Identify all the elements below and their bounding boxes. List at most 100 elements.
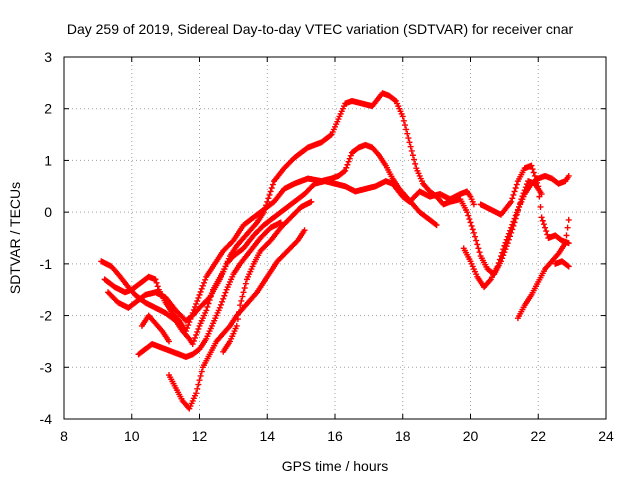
data-point bbox=[530, 169, 537, 176]
data-point bbox=[528, 162, 535, 169]
data-point bbox=[470, 229, 477, 236]
data-point bbox=[265, 195, 272, 202]
data-point bbox=[510, 218, 517, 225]
data-point bbox=[341, 168, 348, 175]
data-point bbox=[269, 181, 276, 188]
data-point bbox=[152, 276, 159, 283]
data-point bbox=[347, 152, 354, 159]
data-point bbox=[189, 341, 196, 348]
data-point bbox=[190, 337, 197, 344]
data-point bbox=[400, 117, 407, 124]
data-point bbox=[216, 304, 223, 311]
data-point bbox=[166, 338, 173, 345]
data-point bbox=[343, 164, 350, 171]
data-point bbox=[202, 276, 209, 283]
data-point bbox=[538, 214, 545, 221]
y-axis-label: SDTVAR / TECUs bbox=[7, 182, 23, 294]
y-tick-label: -4 bbox=[40, 411, 53, 427]
series-track-10 bbox=[514, 216, 572, 322]
data-point bbox=[494, 263, 501, 270]
x-tick-label: 8 bbox=[60, 428, 68, 444]
x-axis-label: GPS time / hours bbox=[282, 458, 389, 474]
y-tick-label: -2 bbox=[40, 308, 53, 324]
data-point bbox=[501, 242, 508, 249]
data-point bbox=[534, 179, 541, 186]
data-point bbox=[195, 381, 202, 388]
data-point bbox=[268, 185, 275, 192]
data-point bbox=[199, 282, 206, 289]
data-points bbox=[98, 90, 572, 412]
data-point bbox=[411, 156, 418, 163]
y-tick-label: 2 bbox=[44, 101, 52, 117]
data-point bbox=[531, 172, 538, 179]
data-point bbox=[507, 227, 514, 234]
data-point bbox=[327, 132, 334, 139]
data-point bbox=[476, 249, 483, 256]
data-point bbox=[473, 237, 480, 244]
data-point bbox=[182, 328, 189, 335]
data-point bbox=[511, 188, 518, 195]
data-point bbox=[464, 209, 471, 216]
x-tick-label: 20 bbox=[463, 428, 479, 444]
series-track-4 bbox=[135, 219, 284, 360]
data-point bbox=[236, 309, 243, 316]
data-point bbox=[241, 284, 248, 291]
data-point bbox=[513, 209, 520, 216]
y-tick-label: 0 bbox=[44, 204, 52, 220]
data-point bbox=[252, 220, 259, 227]
data-point bbox=[474, 241, 481, 248]
data-point bbox=[509, 221, 516, 228]
series-track-7 bbox=[138, 312, 173, 345]
data-point bbox=[542, 224, 549, 231]
data-point bbox=[374, 150, 381, 157]
data-point bbox=[345, 158, 352, 165]
series-track-11 bbox=[552, 258, 572, 270]
data-point bbox=[204, 303, 211, 310]
data-point bbox=[191, 303, 198, 310]
y-tick-label: 3 bbox=[44, 49, 52, 65]
data-point bbox=[565, 172, 572, 179]
data-point bbox=[433, 222, 440, 229]
data-point bbox=[195, 294, 202, 301]
data-point bbox=[195, 325, 202, 332]
data-point bbox=[407, 143, 414, 150]
x-tick-label: 12 bbox=[192, 428, 208, 444]
data-point bbox=[503, 236, 510, 243]
data-point bbox=[564, 262, 571, 269]
data-point bbox=[495, 259, 502, 266]
data-point bbox=[225, 324, 232, 331]
data-point bbox=[194, 328, 201, 335]
chart-title: Day 259 of 2019, Sidereal Day-to-day VTE… bbox=[67, 21, 574, 37]
data-point bbox=[408, 147, 415, 154]
data-point bbox=[513, 181, 520, 188]
data-point bbox=[196, 377, 203, 384]
data-point bbox=[233, 322, 240, 329]
data-point bbox=[539, 217, 546, 224]
data-point bbox=[191, 334, 198, 341]
data-point bbox=[544, 231, 551, 238]
x-tick-label: 10 bbox=[124, 428, 140, 444]
data-point bbox=[565, 216, 572, 223]
data-point bbox=[252, 290, 259, 297]
data-point bbox=[240, 289, 247, 296]
data-point bbox=[467, 219, 474, 226]
data-point bbox=[499, 249, 506, 256]
data-point bbox=[554, 251, 561, 258]
data-point bbox=[203, 307, 210, 314]
data-point bbox=[308, 198, 315, 205]
data-point bbox=[404, 130, 411, 137]
data-point bbox=[565, 263, 572, 270]
data-point bbox=[511, 215, 518, 222]
data-point bbox=[198, 285, 205, 292]
data-point bbox=[412, 160, 419, 167]
x-tick-label: 24 bbox=[598, 428, 614, 444]
data-point bbox=[194, 297, 201, 304]
data-point bbox=[391, 97, 398, 104]
data-point bbox=[505, 230, 512, 237]
data-point bbox=[508, 198, 515, 205]
data-point bbox=[540, 221, 547, 228]
data-point bbox=[405, 135, 412, 142]
data-point bbox=[234, 316, 241, 323]
data-point bbox=[399, 113, 406, 120]
